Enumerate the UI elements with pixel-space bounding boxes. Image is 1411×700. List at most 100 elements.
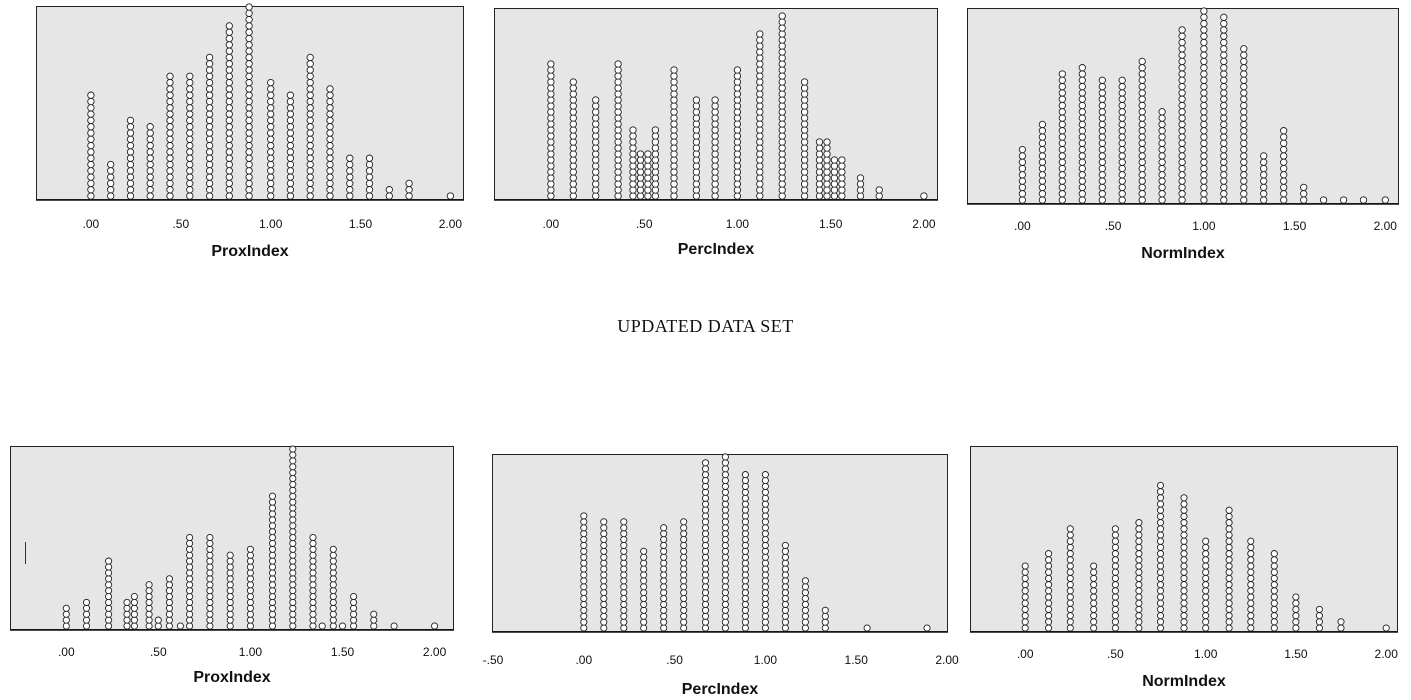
data-point	[1135, 593, 1143, 601]
data-point	[309, 563, 317, 571]
data-point	[1078, 164, 1086, 173]
data-point	[206, 616, 214, 624]
data-point	[651, 180, 660, 188]
data-point	[660, 535, 668, 544]
data-point	[309, 598, 317, 606]
data-point	[1021, 605, 1029, 613]
data-point	[1178, 32, 1186, 40]
data-point	[267, 85, 275, 93]
data-point	[1111, 593, 1119, 601]
data-point	[569, 102, 577, 110]
data-point	[82, 616, 91, 624]
data-point	[838, 174, 846, 182]
data-point	[1156, 581, 1165, 589]
data-point	[756, 186, 764, 194]
data-point	[644, 162, 652, 170]
data-point	[733, 156, 742, 164]
x-tick-label: .00	[1017, 647, 1034, 661]
data-point	[1260, 190, 1268, 198]
data-point	[592, 174, 600, 182]
data-point	[1200, 133, 1208, 141]
data-point	[1156, 599, 1165, 607]
data-point	[592, 150, 600, 158]
data-point	[1319, 196, 1328, 204]
data-point	[326, 104, 334, 112]
data-point	[1090, 599, 1098, 607]
data-point	[620, 559, 628, 567]
data-point	[620, 589, 628, 597]
data-point	[1260, 196, 1268, 204]
data-point	[741, 553, 749, 561]
data-point	[350, 622, 358, 630]
data-point	[1220, 89, 1228, 97]
data-point	[226, 587, 234, 595]
data-point	[267, 110, 275, 118]
data-point	[1138, 89, 1146, 97]
data-point	[1178, 120, 1186, 129]
data-point	[267, 129, 275, 137]
data-point	[721, 559, 729, 567]
data-point	[761, 530, 769, 538]
data-point	[800, 108, 809, 116]
data-point	[600, 565, 608, 573]
data-point	[923, 624, 931, 632]
data-point	[1111, 581, 1119, 589]
data-point	[87, 160, 95, 169]
data-point	[1200, 114, 1208, 122]
data-point	[620, 618, 628, 626]
data-point	[629, 192, 637, 200]
data-point	[592, 144, 600, 152]
data-point	[87, 104, 95, 112]
data-point	[1220, 19, 1228, 28]
data-point	[1247, 556, 1255, 564]
data-point	[547, 144, 555, 152]
data-point	[1098, 158, 1106, 166]
data-point	[1118, 95, 1126, 103]
data-point	[1021, 581, 1029, 589]
data-point	[1225, 531, 1233, 539]
data-point	[1270, 605, 1278, 613]
data-point	[761, 553, 769, 561]
data-point	[245, 116, 253, 125]
data-point	[761, 494, 769, 502]
data-point	[1200, 64, 1208, 72]
data-point	[614, 120, 622, 128]
data-point	[1018, 183, 1027, 192]
data-point	[614, 78, 622, 86]
data-point	[1240, 145, 1248, 154]
data-point	[711, 108, 719, 116]
data-point	[186, 557, 194, 565]
data-point	[600, 571, 608, 579]
data-point	[225, 104, 233, 112]
data-point	[205, 135, 214, 143]
data-point	[370, 622, 378, 630]
data-point	[166, 91, 174, 99]
data-point	[1158, 196, 1166, 204]
data-point	[1178, 114, 1186, 122]
data-point	[225, 66, 233, 74]
data-point	[186, 604, 194, 612]
data-point	[390, 622, 398, 630]
data-point	[1078, 196, 1086, 204]
data-point	[1220, 64, 1228, 72]
data-point	[1045, 574, 1053, 582]
data-point	[107, 167, 115, 175]
data-point	[246, 551, 254, 559]
data-point	[1098, 145, 1106, 154]
data-point	[651, 168, 660, 176]
data-point	[569, 150, 577, 158]
data-point	[166, 97, 174, 106]
data-point	[225, 186, 233, 194]
data-point	[863, 624, 871, 632]
data-point	[580, 589, 588, 597]
data-point	[1220, 133, 1228, 141]
data-point	[1138, 139, 1146, 147]
data-point	[680, 547, 688, 555]
data-point	[701, 530, 710, 538]
data-point	[1090, 568, 1098, 576]
data-point	[205, 116, 214, 125]
data-point	[1200, 76, 1208, 84]
data-point	[326, 154, 334, 162]
